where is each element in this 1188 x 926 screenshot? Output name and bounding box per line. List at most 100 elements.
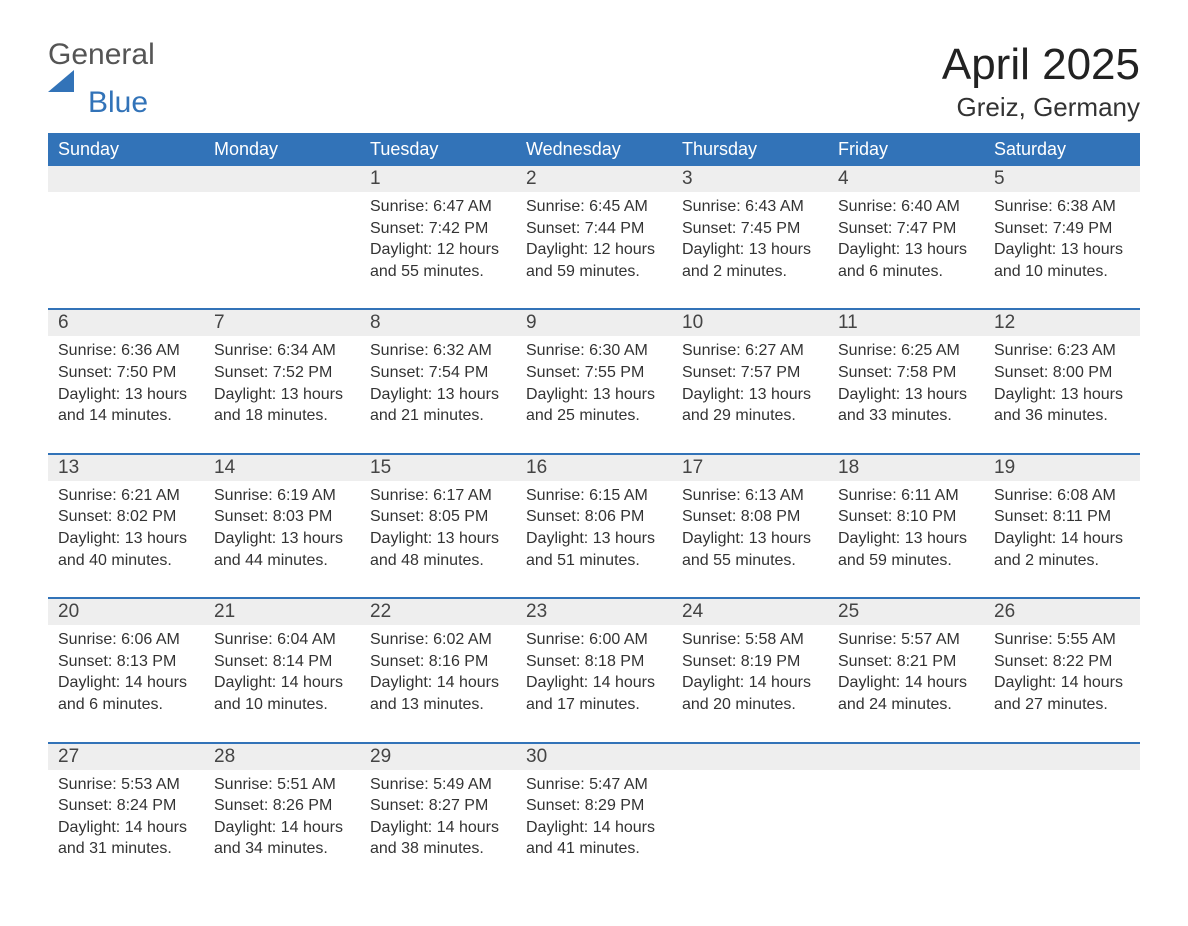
sunrise-text: Sunrise: 6:19 AM [214, 485, 350, 507]
day-number [672, 744, 828, 748]
day-number-cell: 21 [204, 598, 360, 625]
sunset-text: Sunset: 7:55 PM [526, 362, 662, 384]
sunrise-text: Sunrise: 5:57 AM [838, 629, 974, 651]
sunset-text: Sunset: 8:18 PM [526, 651, 662, 673]
day-number: 2 [516, 166, 672, 192]
sunset-text: Sunset: 8:06 PM [526, 506, 662, 528]
sunrise-text: Sunrise: 6:38 AM [994, 196, 1130, 218]
day-number-cell: 8 [360, 309, 516, 336]
daylight-text: Daylight: 13 hours and 48 minutes. [370, 528, 506, 571]
day-cell: Sunrise: 6:36 AMSunset: 7:50 PMDaylight:… [48, 336, 204, 453]
day-number-cell: 12 [984, 309, 1140, 336]
daylight-text: Daylight: 14 hours and 34 minutes. [214, 817, 350, 860]
daylight-text: Daylight: 14 hours and 20 minutes. [682, 672, 818, 715]
day-cell [828, 770, 984, 886]
day-cell: Sunrise: 6:13 AMSunset: 8:08 PMDaylight:… [672, 481, 828, 598]
sunset-text: Sunset: 7:58 PM [838, 362, 974, 384]
sunset-text: Sunset: 8:27 PM [370, 795, 506, 817]
day-number-cell [48, 166, 204, 192]
sunrise-text: Sunrise: 5:47 AM [526, 774, 662, 796]
daylight-text: Daylight: 14 hours and 6 minutes. [58, 672, 194, 715]
day-cell: Sunrise: 6:11 AMSunset: 8:10 PMDaylight:… [828, 481, 984, 598]
col-header: Friday [828, 133, 984, 166]
day-number [204, 166, 360, 170]
day-cell: Sunrise: 5:53 AMSunset: 8:24 PMDaylight:… [48, 770, 204, 886]
brand-text: General Blue [48, 40, 155, 118]
sunset-text: Sunset: 7:57 PM [682, 362, 818, 384]
sunrise-text: Sunrise: 6:43 AM [682, 196, 818, 218]
daylight-text: Daylight: 14 hours and 41 minutes. [526, 817, 662, 860]
day-number: 1 [360, 166, 516, 192]
day-cell: Sunrise: 6:17 AMSunset: 8:05 PMDaylight:… [360, 481, 516, 598]
day-number-cell [828, 743, 984, 770]
day-number-cell: 7 [204, 309, 360, 336]
day-number: 19 [984, 455, 1140, 481]
day-number: 14 [204, 455, 360, 481]
daylight-text: Daylight: 14 hours and 24 minutes. [838, 672, 974, 715]
col-header: Wednesday [516, 133, 672, 166]
sunset-text: Sunset: 8:11 PM [994, 506, 1130, 528]
day-cell: Sunrise: 6:38 AMSunset: 7:49 PMDaylight:… [984, 192, 1140, 309]
day-number: 13 [48, 455, 204, 481]
sunrise-text: Sunrise: 6:40 AM [838, 196, 974, 218]
sunrise-text: Sunrise: 6:17 AM [370, 485, 506, 507]
day-cell: Sunrise: 6:00 AMSunset: 8:18 PMDaylight:… [516, 625, 672, 742]
day-cell [204, 192, 360, 309]
sunset-text: Sunset: 8:26 PM [214, 795, 350, 817]
daylight-text: Daylight: 14 hours and 38 minutes. [370, 817, 506, 860]
daylight-text: Daylight: 13 hours and 18 minutes. [214, 384, 350, 427]
day-number-cell: 5 [984, 166, 1140, 192]
day-number: 7 [204, 310, 360, 336]
day-cell: Sunrise: 6:21 AMSunset: 8:02 PMDaylight:… [48, 481, 204, 598]
day-number: 21 [204, 599, 360, 625]
day-number-cell [672, 743, 828, 770]
daylight-text: Daylight: 13 hours and 10 minutes. [994, 239, 1130, 282]
day-number-cell: 13 [48, 454, 204, 481]
daylight-text: Daylight: 14 hours and 2 minutes. [994, 528, 1130, 571]
day-number [828, 744, 984, 748]
sunrise-text: Sunrise: 6:08 AM [994, 485, 1130, 507]
daylight-text: Daylight: 14 hours and 31 minutes. [58, 817, 194, 860]
day-number-cell: 23 [516, 598, 672, 625]
sunrise-text: Sunrise: 6:30 AM [526, 340, 662, 362]
title-block: April 2025 Greiz, Germany [942, 40, 1140, 123]
day-cell: Sunrise: 6:25 AMSunset: 7:58 PMDaylight:… [828, 336, 984, 453]
brand-blue: Blue [88, 88, 155, 118]
sunset-text: Sunset: 7:44 PM [526, 218, 662, 240]
sunset-text: Sunset: 8:22 PM [994, 651, 1130, 673]
col-header: Thursday [672, 133, 828, 166]
day-number: 5 [984, 166, 1140, 192]
day-number-cell: 10 [672, 309, 828, 336]
daylight-text: Daylight: 14 hours and 10 minutes. [214, 672, 350, 715]
col-header: Monday [204, 133, 360, 166]
daylight-text: Daylight: 12 hours and 59 minutes. [526, 239, 662, 282]
sunrise-text: Sunrise: 6:21 AM [58, 485, 194, 507]
day-cell: Sunrise: 6:27 AMSunset: 7:57 PMDaylight:… [672, 336, 828, 453]
brand-general: General [48, 38, 155, 71]
sunrise-text: Sunrise: 5:51 AM [214, 774, 350, 796]
daylight-text: Daylight: 13 hours and 33 minutes. [838, 384, 974, 427]
day-number-cell: 26 [984, 598, 1140, 625]
sunrise-text: Sunrise: 6:04 AM [214, 629, 350, 651]
day-number-cell: 29 [360, 743, 516, 770]
sunrise-text: Sunrise: 6:00 AM [526, 629, 662, 651]
day-number: 11 [828, 310, 984, 336]
day-number: 26 [984, 599, 1140, 625]
day-number: 16 [516, 455, 672, 481]
daylight-text: Daylight: 13 hours and 44 minutes. [214, 528, 350, 571]
day-number-cell: 20 [48, 598, 204, 625]
daylight-text: Daylight: 13 hours and 14 minutes. [58, 384, 194, 427]
day-number [48, 166, 204, 170]
col-header: Saturday [984, 133, 1140, 166]
day-cell: Sunrise: 5:49 AMSunset: 8:27 PMDaylight:… [360, 770, 516, 886]
day-number: 28 [204, 744, 360, 770]
day-number: 9 [516, 310, 672, 336]
sunset-text: Sunset: 8:00 PM [994, 362, 1130, 384]
daylight-text: Daylight: 13 hours and 51 minutes. [526, 528, 662, 571]
sunrise-text: Sunrise: 5:55 AM [994, 629, 1130, 651]
sunrise-text: Sunrise: 6:36 AM [58, 340, 194, 362]
sunrise-text: Sunrise: 6:23 AM [994, 340, 1130, 362]
day-number-cell: 16 [516, 454, 672, 481]
day-number-cell: 15 [360, 454, 516, 481]
sunrise-text: Sunrise: 5:58 AM [682, 629, 818, 651]
